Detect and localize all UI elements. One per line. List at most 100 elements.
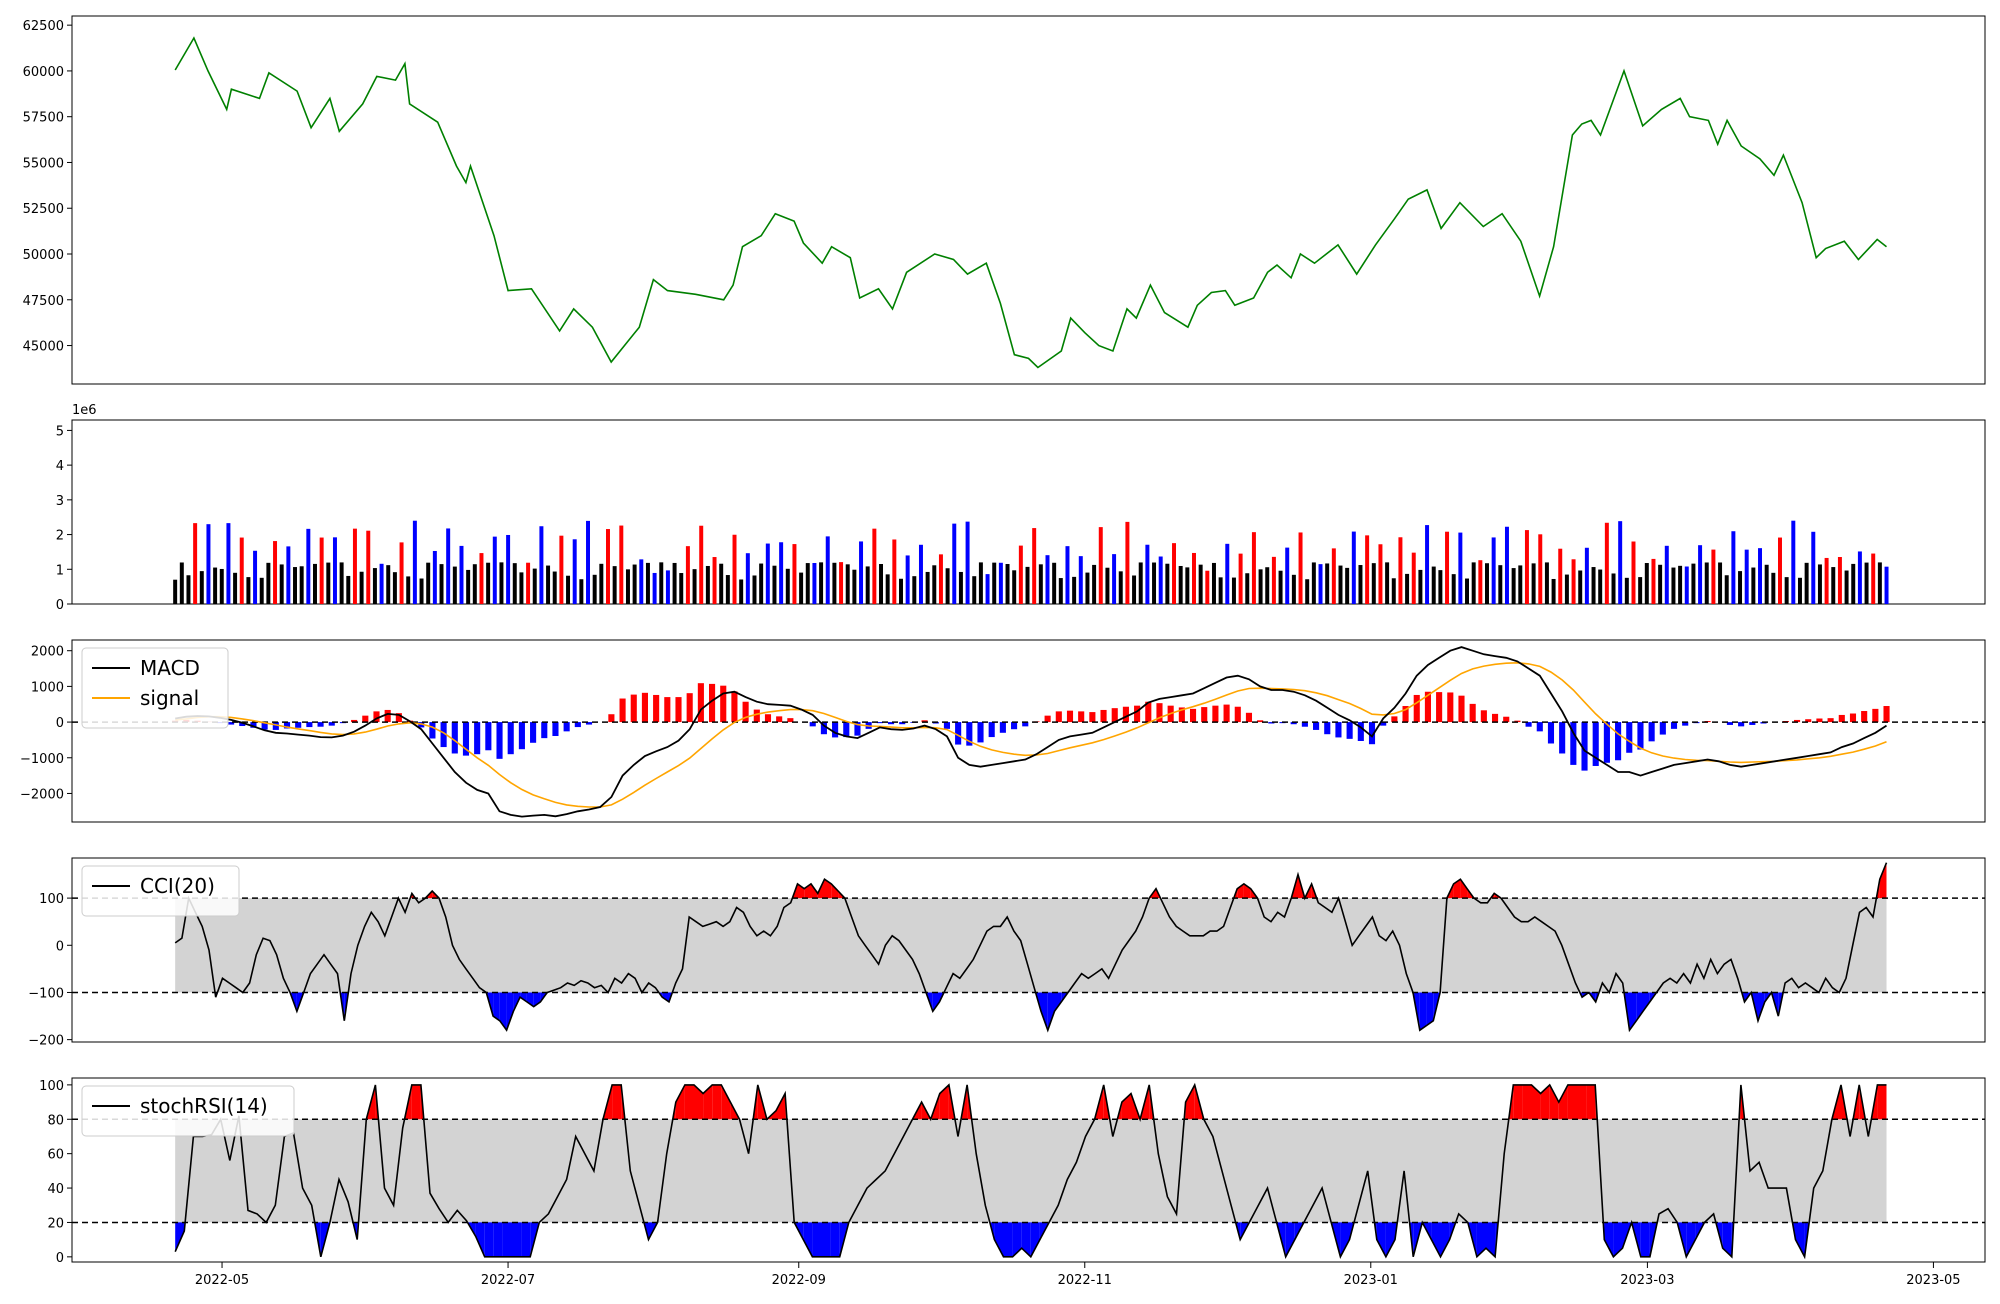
volume-bar (400, 542, 404, 604)
y-tick-label: −100 (28, 986, 64, 1001)
volume-bar (866, 566, 870, 604)
oversold-fill (994, 1222, 1003, 1256)
volume-bar (1139, 562, 1143, 604)
macd-histogram-bar (1559, 722, 1565, 753)
macd-histogram-bar (1123, 707, 1129, 722)
volume-bar (1252, 532, 1256, 604)
macd-histogram-bar (1089, 712, 1095, 722)
y-tick-label: 0 (56, 939, 64, 954)
volume-bar (333, 537, 337, 604)
macd-histogram-bar (1492, 714, 1498, 722)
volume-bar (226, 523, 230, 604)
volume-bar (1345, 568, 1349, 604)
volume-bar (559, 536, 563, 604)
y-tick-label: 2 (56, 529, 64, 544)
volume-bar (280, 564, 284, 604)
volume-bar (666, 570, 670, 604)
y-tick-label: 3 (56, 494, 64, 509)
macd-histogram-bar (1078, 711, 1084, 722)
volume-bar (1006, 564, 1010, 604)
volume-bar (772, 566, 776, 604)
volume-bar (626, 569, 630, 604)
volume-bar (1778, 538, 1782, 604)
volume-bar (1731, 531, 1735, 604)
volume-bar (386, 565, 390, 604)
volume-bar (1438, 570, 1442, 604)
volume-bar (659, 562, 663, 604)
volume-bar (1398, 537, 1402, 604)
volume-bar (1512, 568, 1516, 604)
volume-bar (819, 562, 823, 604)
volume-bar (1232, 578, 1236, 604)
volume-bar (1745, 550, 1749, 604)
oversold-fill (1286, 1222, 1295, 1256)
volume-bar (513, 563, 517, 604)
volume-bar (713, 557, 717, 604)
volume-bar (1658, 565, 1662, 604)
volume-bar (1685, 567, 1689, 604)
volume-bar (1285, 548, 1289, 604)
volume-bar (1065, 546, 1069, 604)
macd-histogram-bar (1324, 722, 1330, 734)
y-tick-label: 52500 (23, 202, 64, 217)
volume-bar (1079, 556, 1083, 604)
y-tick-label: −1000 (20, 752, 64, 767)
volume-bar (326, 563, 330, 604)
volume-bar (613, 566, 617, 604)
oversold-fill (494, 1222, 503, 1256)
volume-bar (1465, 579, 1469, 604)
macd-histogram-bar (642, 693, 648, 722)
volume-bar (1592, 567, 1596, 604)
oversold-fill (1604, 1222, 1613, 1256)
macd-histogram-bar (653, 695, 659, 722)
y-tick-label: 47500 (23, 294, 64, 309)
volume-bar (486, 563, 490, 604)
volume-bar (473, 564, 477, 604)
x-tick-label: 2023-05 (1906, 1273, 1960, 1288)
volume-bar (1505, 527, 1509, 604)
macd-histogram-bar (1637, 722, 1643, 749)
x-tick-label: 2022-11 (1058, 1273, 1112, 1288)
macd-histogram-bar (429, 722, 435, 738)
macd-histogram-bar (1414, 695, 1420, 722)
overbought-fill (1877, 1085, 1886, 1119)
volume-bar (426, 563, 430, 604)
volume-bar (1878, 562, 1882, 604)
volume-bar (1458, 533, 1462, 604)
oversold-fill (812, 1222, 821, 1256)
volume-bar (1492, 537, 1496, 604)
legend-label: stochRSI(14) (140, 1094, 268, 1118)
macd-histogram-bar (1548, 722, 1554, 743)
x-tick-label: 2023-01 (1344, 1273, 1398, 1288)
legend-label: MACD (140, 656, 200, 680)
volume-bar (573, 539, 577, 604)
volume-bar (1305, 579, 1309, 604)
oversold-fill (1048, 993, 1055, 1031)
volume-bar (1711, 550, 1715, 604)
volume-bar (986, 574, 990, 604)
volume-bar (1518, 565, 1522, 604)
macd-histogram-bar (1447, 692, 1453, 722)
volume-bar (1831, 567, 1835, 604)
volume-bar (693, 569, 697, 604)
volume-bar (1565, 575, 1569, 604)
macd-histogram-bar (1134, 706, 1140, 722)
volume-bar (1705, 562, 1709, 604)
volume-bar (1532, 563, 1536, 604)
volume-bar (1319, 564, 1323, 604)
macd-histogram-bar (1671, 722, 1677, 729)
volume-bar (1798, 578, 1802, 604)
volume-bar (706, 566, 710, 604)
volume-bar (1239, 554, 1243, 604)
oversold-fill (1004, 1222, 1013, 1256)
volume-bar (1738, 571, 1742, 604)
volume-bar (1452, 574, 1456, 604)
volume-bar (546, 566, 550, 604)
volume-bar (812, 563, 816, 604)
volume-bar (593, 575, 597, 604)
volume-bar (1845, 571, 1849, 604)
macd-histogram-bar (564, 722, 570, 731)
